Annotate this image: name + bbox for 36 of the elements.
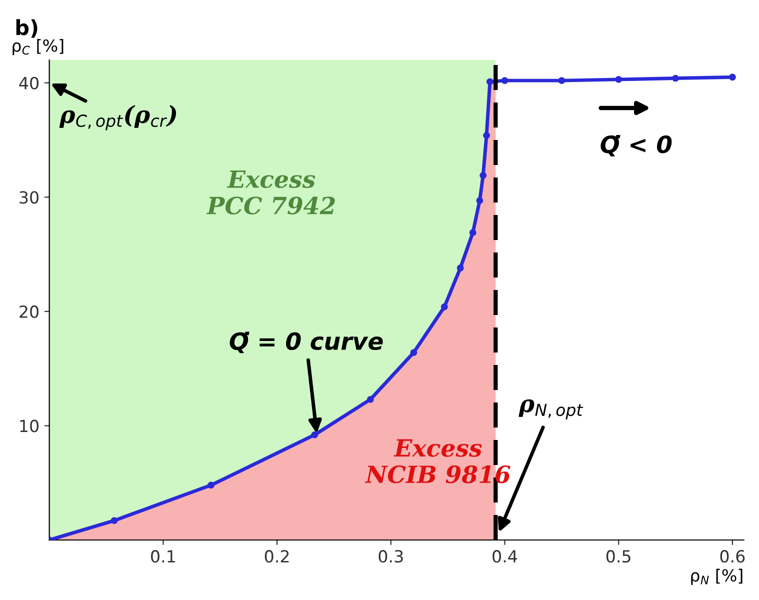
point [480, 172, 487, 179]
point [558, 77, 566, 84]
y-tick-label: 40 [19, 76, 39, 90]
point [469, 229, 476, 236]
x-tick-label: 0.5 [606, 550, 630, 563]
point [110, 517, 118, 524]
point [672, 74, 679, 82]
y-tick-label: 20 [20, 305, 39, 318]
x-axis-title: ρ$_{N}$ [%] [691, 568, 742, 585]
point [501, 77, 508, 84]
point [483, 132, 490, 139]
point [615, 76, 622, 83]
annotation: Q̇ < 0 [600, 134, 672, 156]
x-tick-label: 0.6 [720, 550, 745, 563]
x-tick-label: 0.1 [151, 550, 175, 563]
point [728, 74, 736, 81]
point [486, 78, 494, 86]
chart-title: b) [16, 19, 38, 38]
y-tick-label: 10 [20, 420, 39, 432]
x-tick-label: 0.4 [492, 550, 518, 563]
annotation: ρ$_{C,opt}$(ρ$_{cr}$) [59, 104, 176, 130]
x-tick-label: 0.3 [378, 550, 403, 563]
ref-line-label: ρ$_{N,opt}$ [518, 399, 584, 420]
y-axis-title: ρ$_{C}$ [%] [12, 39, 64, 56]
point [476, 197, 484, 204]
x-tick-label: 0.2 [264, 550, 289, 563]
point [311, 431, 318, 438]
point [410, 349, 418, 356]
point [456, 264, 464, 272]
annotation: Excess PCC 7942 [206, 170, 335, 214]
y-tick-label: 30 [20, 191, 39, 204]
annotation: Excess NCIB 9816 [364, 439, 510, 484]
point [440, 303, 448, 310]
point [366, 396, 374, 403]
annotation: Q̇ = 0 curve [230, 332, 383, 354]
point [208, 482, 214, 489]
